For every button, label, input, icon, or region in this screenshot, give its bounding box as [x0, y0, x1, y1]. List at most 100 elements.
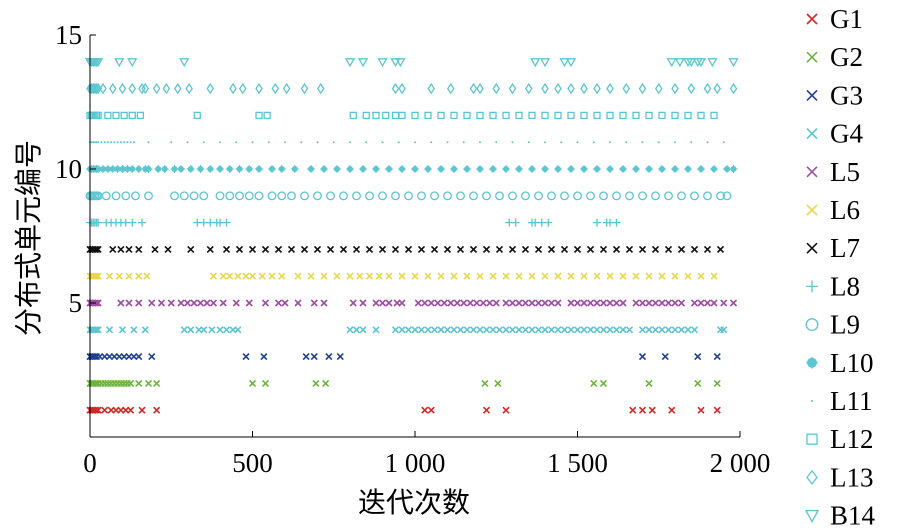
legend-label: L10: [830, 348, 874, 378]
data-point: [94, 111, 102, 120]
data-point: [365, 191, 374, 201]
data-point: [664, 191, 673, 201]
data-point: [645, 326, 653, 334]
data-point: [648, 406, 656, 414]
data-point: [437, 326, 445, 334]
y-tick-label: 5: [69, 288, 83, 318]
data-point: [359, 299, 367, 307]
data-point: [547, 245, 556, 253]
data-point: [482, 191, 491, 201]
data-point: [302, 353, 310, 361]
data-point: [599, 379, 608, 387]
data-point: [209, 299, 218, 307]
data-point: [143, 272, 151, 280]
data-point: [573, 326, 582, 334]
axes: 0 500 1 000 1 500 2 000 5 10 15: [55, 20, 770, 478]
data-point: [671, 326, 679, 334]
data-point: [336, 353, 344, 361]
data-point: [244, 191, 254, 201]
data-point: [713, 406, 721, 414]
data-point: [398, 165, 406, 173]
data-point: [450, 326, 458, 334]
data-point: [103, 141, 106, 144]
data-point: [657, 141, 660, 144]
data-point: [654, 82, 663, 95]
data-point: [690, 326, 699, 334]
data-point: [690, 191, 699, 201]
data-point: [658, 326, 666, 334]
data-point: [619, 299, 627, 307]
data-point: [411, 111, 419, 120]
legend-item-G4: G4: [806, 119, 863, 149]
data-point: [502, 272, 510, 280]
data-point: [528, 111, 536, 120]
data-point: [93, 58, 104, 68]
legend-label: G4: [830, 119, 863, 149]
data-point: [469, 245, 478, 253]
data-point: [357, 58, 369, 68]
data-point: [606, 299, 614, 307]
x-axis-title: 迭代次数: [358, 486, 470, 519]
data-point: [658, 272, 666, 280]
data-point: [277, 191, 287, 201]
data-point: [164, 245, 172, 253]
data-point: [222, 326, 231, 334]
data-point: [219, 272, 227, 280]
y-tick-label: 15: [55, 20, 82, 50]
data-point: [606, 272, 614, 280]
data-point: [502, 299, 510, 307]
data-point: [450, 272, 458, 280]
legend-item-G3: G3: [806, 80, 863, 110]
legend-item-G1: G1: [806, 4, 863, 34]
data-point: [495, 245, 504, 253]
data-point: [313, 245, 322, 253]
series-L13: [86, 82, 738, 95]
data-point: [111, 191, 121, 201]
data-point: [586, 326, 595, 334]
data-point: [502, 406, 510, 414]
data-point: [278, 272, 286, 280]
data-point: [424, 111, 432, 120]
data-point: [528, 165, 536, 173]
data-point: [97, 141, 100, 144]
data-point: [625, 326, 634, 334]
data-point: [713, 379, 721, 387]
series-B14: [84, 58, 739, 68]
data-point: [424, 272, 432, 280]
data-point: [281, 299, 289, 307]
data-point: [372, 165, 380, 173]
data-point: [105, 326, 114, 334]
data-point: [138, 218, 146, 227]
legend-marker: [805, 318, 819, 332]
data-point: [391, 111, 400, 120]
data-point: [92, 82, 101, 95]
data-point: [638, 353, 647, 361]
data-point: [125, 245, 133, 253]
data-point: [573, 245, 582, 253]
data-point: [515, 272, 523, 280]
data-point: [690, 141, 693, 144]
data-point: [135, 379, 143, 387]
data-point: [391, 82, 400, 95]
data-point: [632, 272, 640, 280]
data-point: [622, 82, 631, 95]
data-point: [728, 58, 739, 68]
data-point: [186, 165, 195, 173]
data-point: [684, 111, 692, 120]
data-point: [612, 299, 621, 307]
data-point: [135, 272, 143, 280]
data-point: [147, 141, 150, 144]
data-point: [177, 299, 185, 307]
data-point: [671, 299, 679, 307]
data-point: [226, 272, 234, 280]
data-point: [356, 272, 364, 280]
data-point: [135, 245, 143, 253]
data-point: [671, 111, 679, 120]
data-point: [612, 218, 621, 227]
data-point: [515, 326, 523, 334]
data-point: [141, 82, 150, 95]
data-point: [112, 111, 120, 120]
data-point: [93, 141, 96, 144]
data-point: [424, 326, 432, 334]
data-point: [645, 379, 653, 387]
